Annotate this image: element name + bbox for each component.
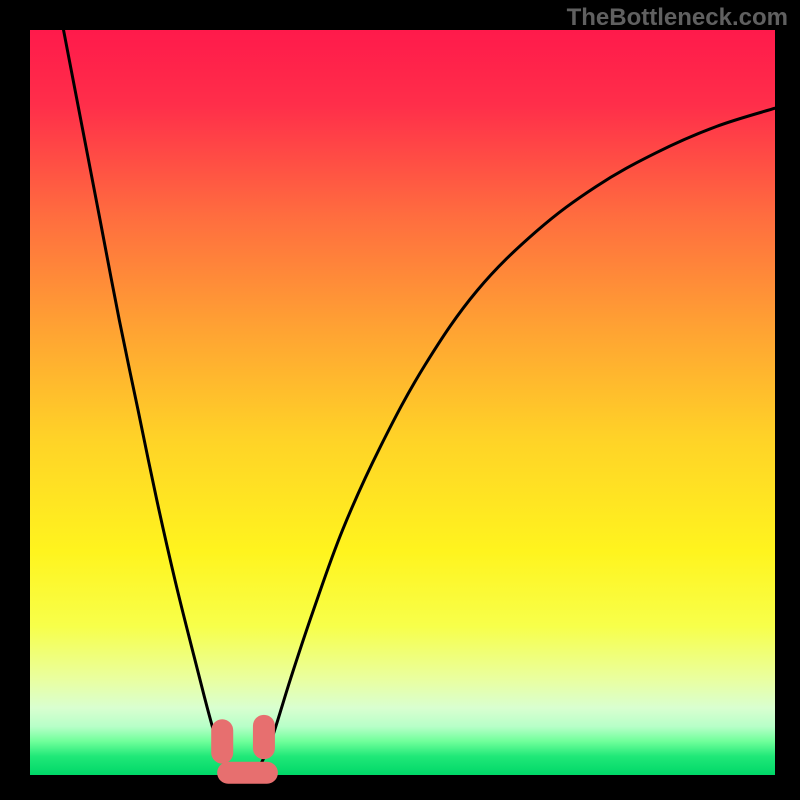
marker-capsule [217,762,278,784]
chart-svg [0,0,800,800]
marker-pill [211,719,233,763]
watermark-text: TheBottleneck.com [567,4,788,32]
marker-pill [253,715,275,759]
